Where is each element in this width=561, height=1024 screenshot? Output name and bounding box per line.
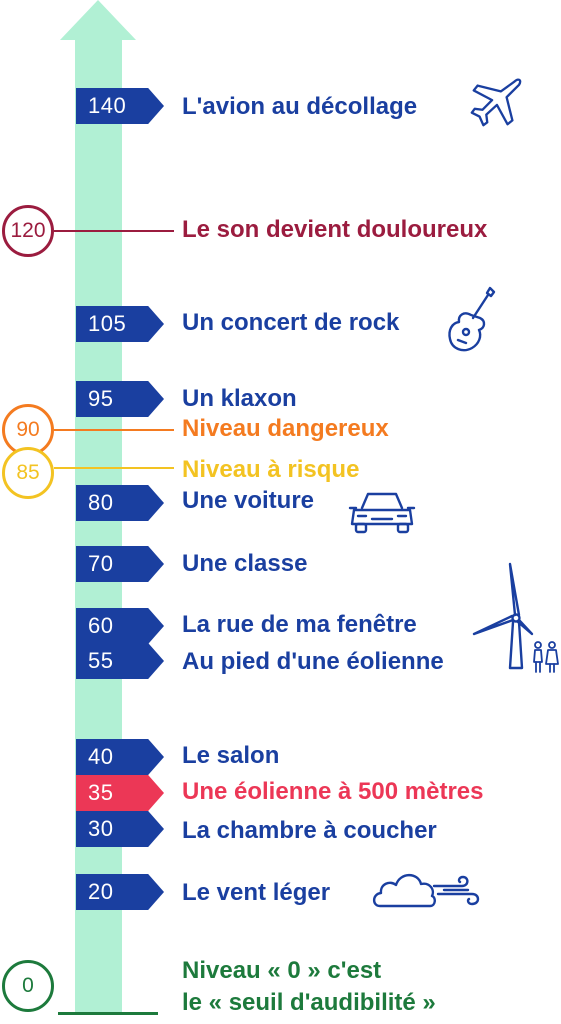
airplane-icon — [470, 78, 522, 127]
level-tag-70: 70 — [76, 546, 164, 582]
level-label-20: Le vent léger — [182, 879, 331, 906]
level-label-105: Un concert de rock — [182, 309, 400, 336]
level-tag-105: 105 — [76, 306, 164, 342]
threshold-line-90 — [54, 429, 174, 431]
threshold-line-120 — [54, 230, 174, 232]
level-label-30: La chambre à coucher — [182, 817, 437, 844]
scale-arrow-head — [60, 0, 136, 40]
threshold-circle-0: 0 — [2, 960, 54, 1012]
threshold-label-120: Le son devient douloureux — [182, 216, 488, 243]
threshold-circle-120: 120 — [2, 205, 54, 257]
level-tag-30: 30 — [76, 811, 164, 847]
threshold-label-90: Niveau dangereux — [182, 415, 389, 442]
threshold-label-0-line2: le « seuil d'audibilité » — [182, 989, 436, 1016]
level-tag-95: 95 — [76, 381, 164, 417]
cloud-wind-icon — [372, 873, 480, 908]
guitar-icon — [448, 286, 496, 352]
people-icon — [533, 641, 559, 673]
level-tag-20: 20 — [76, 874, 164, 910]
level-label-140: L'avion au décollage — [182, 93, 418, 120]
level-label-55: Au pied d'une éolienne — [182, 648, 444, 675]
level-label-95: Un klaxon — [182, 385, 297, 412]
level-tag-55: 55 — [76, 643, 164, 679]
level-tag-40: 40 — [76, 739, 164, 775]
threshold-label-85: Niveau à risque — [182, 456, 360, 483]
threshold-circle-85: 85 — [2, 447, 54, 499]
car-icon — [348, 492, 416, 534]
level-label-70: Une classe — [182, 550, 308, 577]
level-tag-80: 80 — [76, 485, 164, 521]
scale-baseline — [58, 1012, 158, 1015]
threshold-line-85 — [54, 467, 174, 469]
level-label-80: Une voiture — [182, 487, 315, 514]
level-label-35: Une éolienne à 500 mètres — [182, 778, 484, 805]
scale-arrow-shaft — [75, 38, 122, 1014]
level-label-40: Le salon — [182, 742, 280, 769]
level-tag-60: 60 — [76, 608, 164, 644]
level-tag-140: 140 — [76, 88, 164, 124]
threshold-label-0-line1: Niveau « 0 » c'est — [182, 957, 382, 984]
level-tag-35: 35 — [76, 775, 164, 811]
wind-turbine-icon — [472, 562, 534, 670]
level-label-60: La rue de ma fenêtre — [182, 611, 417, 638]
